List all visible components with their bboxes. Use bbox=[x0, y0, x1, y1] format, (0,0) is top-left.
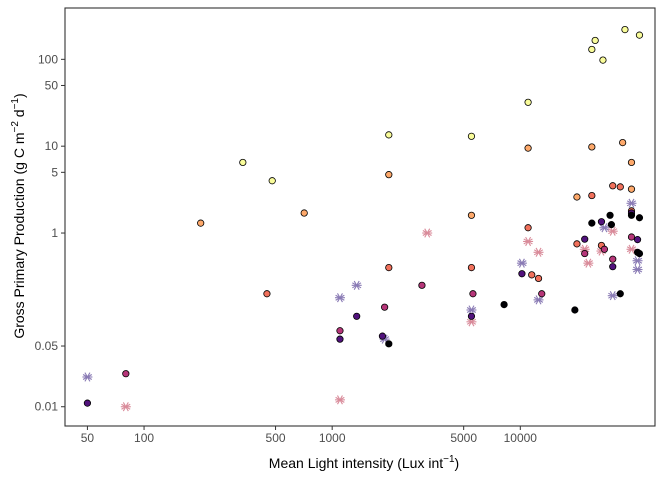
chart-marks bbox=[82, 25, 644, 412]
y-tick-label: 100 bbox=[38, 52, 58, 66]
data-point bbox=[418, 281, 426, 289]
data-point bbox=[385, 131, 393, 139]
data-point bbox=[467, 312, 476, 320]
data-point bbox=[607, 221, 616, 229]
x-axis-title: Mean Light intensity (Lux int−1) bbox=[269, 454, 459, 471]
data-point bbox=[518, 270, 526, 278]
data-point bbox=[588, 219, 596, 227]
star-point bbox=[466, 305, 477, 315]
y-tick-label: 1 bbox=[51, 226, 58, 240]
data-point bbox=[635, 249, 644, 258]
data-point bbox=[571, 306, 579, 314]
star-point bbox=[607, 291, 618, 301]
data-point bbox=[619, 138, 627, 147]
x-tick-label: 1000 bbox=[319, 431, 346, 445]
x-axis: 50 100 500 1000 5000 10000 bbox=[81, 426, 538, 445]
data-point bbox=[378, 332, 387, 340]
data-point bbox=[300, 209, 308, 217]
x-tick-label: 5000 bbox=[450, 431, 477, 445]
y-tick-label: 10 bbox=[45, 139, 59, 153]
star-point bbox=[334, 395, 345, 405]
data-point bbox=[467, 132, 476, 140]
x-tick-label: 10000 bbox=[504, 431, 538, 445]
panel-border bbox=[64, 7, 656, 427]
data-point bbox=[573, 193, 581, 201]
data-point bbox=[385, 340, 393, 348]
data-point bbox=[588, 45, 596, 54]
x-tick-label: 500 bbox=[266, 431, 286, 445]
data-point bbox=[609, 263, 617, 271]
y-axis: 0.01 0.05 1 5 10 50 100 bbox=[35, 52, 65, 414]
data-point bbox=[616, 183, 624, 191]
data-point bbox=[239, 158, 247, 167]
star-point bbox=[632, 264, 643, 275]
star-point bbox=[334, 293, 345, 303]
data-point bbox=[627, 185, 636, 193]
y-tick-label: 0.01 bbox=[35, 400, 59, 414]
data-point bbox=[197, 219, 205, 227]
data-point bbox=[635, 31, 644, 39]
data-point bbox=[627, 211, 636, 219]
data-point bbox=[524, 98, 532, 106]
star-point bbox=[523, 236, 534, 247]
data-point bbox=[336, 327, 344, 335]
data-point bbox=[609, 182, 617, 190]
star-point bbox=[120, 402, 131, 412]
star-point bbox=[533, 247, 544, 257]
star-point bbox=[82, 372, 93, 382]
data-point bbox=[500, 300, 508, 309]
data-point bbox=[353, 312, 361, 320]
y-axis-title: Gross Primary Production (g C m−2 d−1) bbox=[10, 93, 27, 338]
star-point bbox=[422, 228, 433, 238]
star-point bbox=[583, 258, 594, 268]
data-point bbox=[385, 263, 393, 272]
data-point bbox=[122, 370, 130, 378]
data-point bbox=[581, 235, 589, 243]
x-tick-label: 50 bbox=[81, 431, 95, 445]
y-tick-label: 0.05 bbox=[35, 339, 59, 353]
data-point bbox=[534, 274, 543, 283]
x-tick-label: 100 bbox=[134, 431, 154, 445]
y-tick-label: 50 bbox=[45, 78, 59, 92]
data-point bbox=[336, 335, 344, 343]
data-point bbox=[627, 233, 636, 241]
data-point bbox=[581, 249, 589, 258]
data-point bbox=[538, 290, 546, 298]
data-point bbox=[597, 218, 606, 226]
data-point bbox=[606, 211, 614, 219]
data-point bbox=[83, 399, 92, 407]
data-point bbox=[621, 25, 629, 34]
data-point bbox=[268, 177, 276, 185]
data-point bbox=[591, 36, 599, 45]
star-point bbox=[632, 256, 643, 266]
data-point bbox=[627, 158, 636, 167]
data-point bbox=[381, 303, 389, 311]
data-point bbox=[467, 211, 476, 219]
data-point bbox=[588, 191, 596, 200]
y-tick-label: 5 bbox=[51, 165, 58, 179]
data-point bbox=[573, 240, 581, 248]
star-point bbox=[626, 244, 637, 254]
data-point bbox=[599, 56, 607, 64]
data-point bbox=[263, 290, 271, 298]
data-point bbox=[600, 245, 609, 253]
star-point bbox=[351, 280, 362, 290]
data-point bbox=[524, 144, 532, 152]
data-point bbox=[609, 255, 617, 263]
data-point bbox=[635, 214, 644, 222]
star-point bbox=[533, 295, 544, 305]
data-point bbox=[633, 236, 642, 244]
star-point bbox=[626, 198, 637, 208]
data-point bbox=[588, 143, 596, 151]
star-point bbox=[516, 258, 527, 268]
data-point bbox=[528, 271, 536, 279]
data-point bbox=[469, 290, 477, 298]
data-point bbox=[467, 263, 476, 272]
data-point bbox=[385, 171, 393, 179]
star-point bbox=[607, 226, 618, 236]
data-point bbox=[616, 290, 624, 298]
data-point bbox=[524, 224, 532, 232]
